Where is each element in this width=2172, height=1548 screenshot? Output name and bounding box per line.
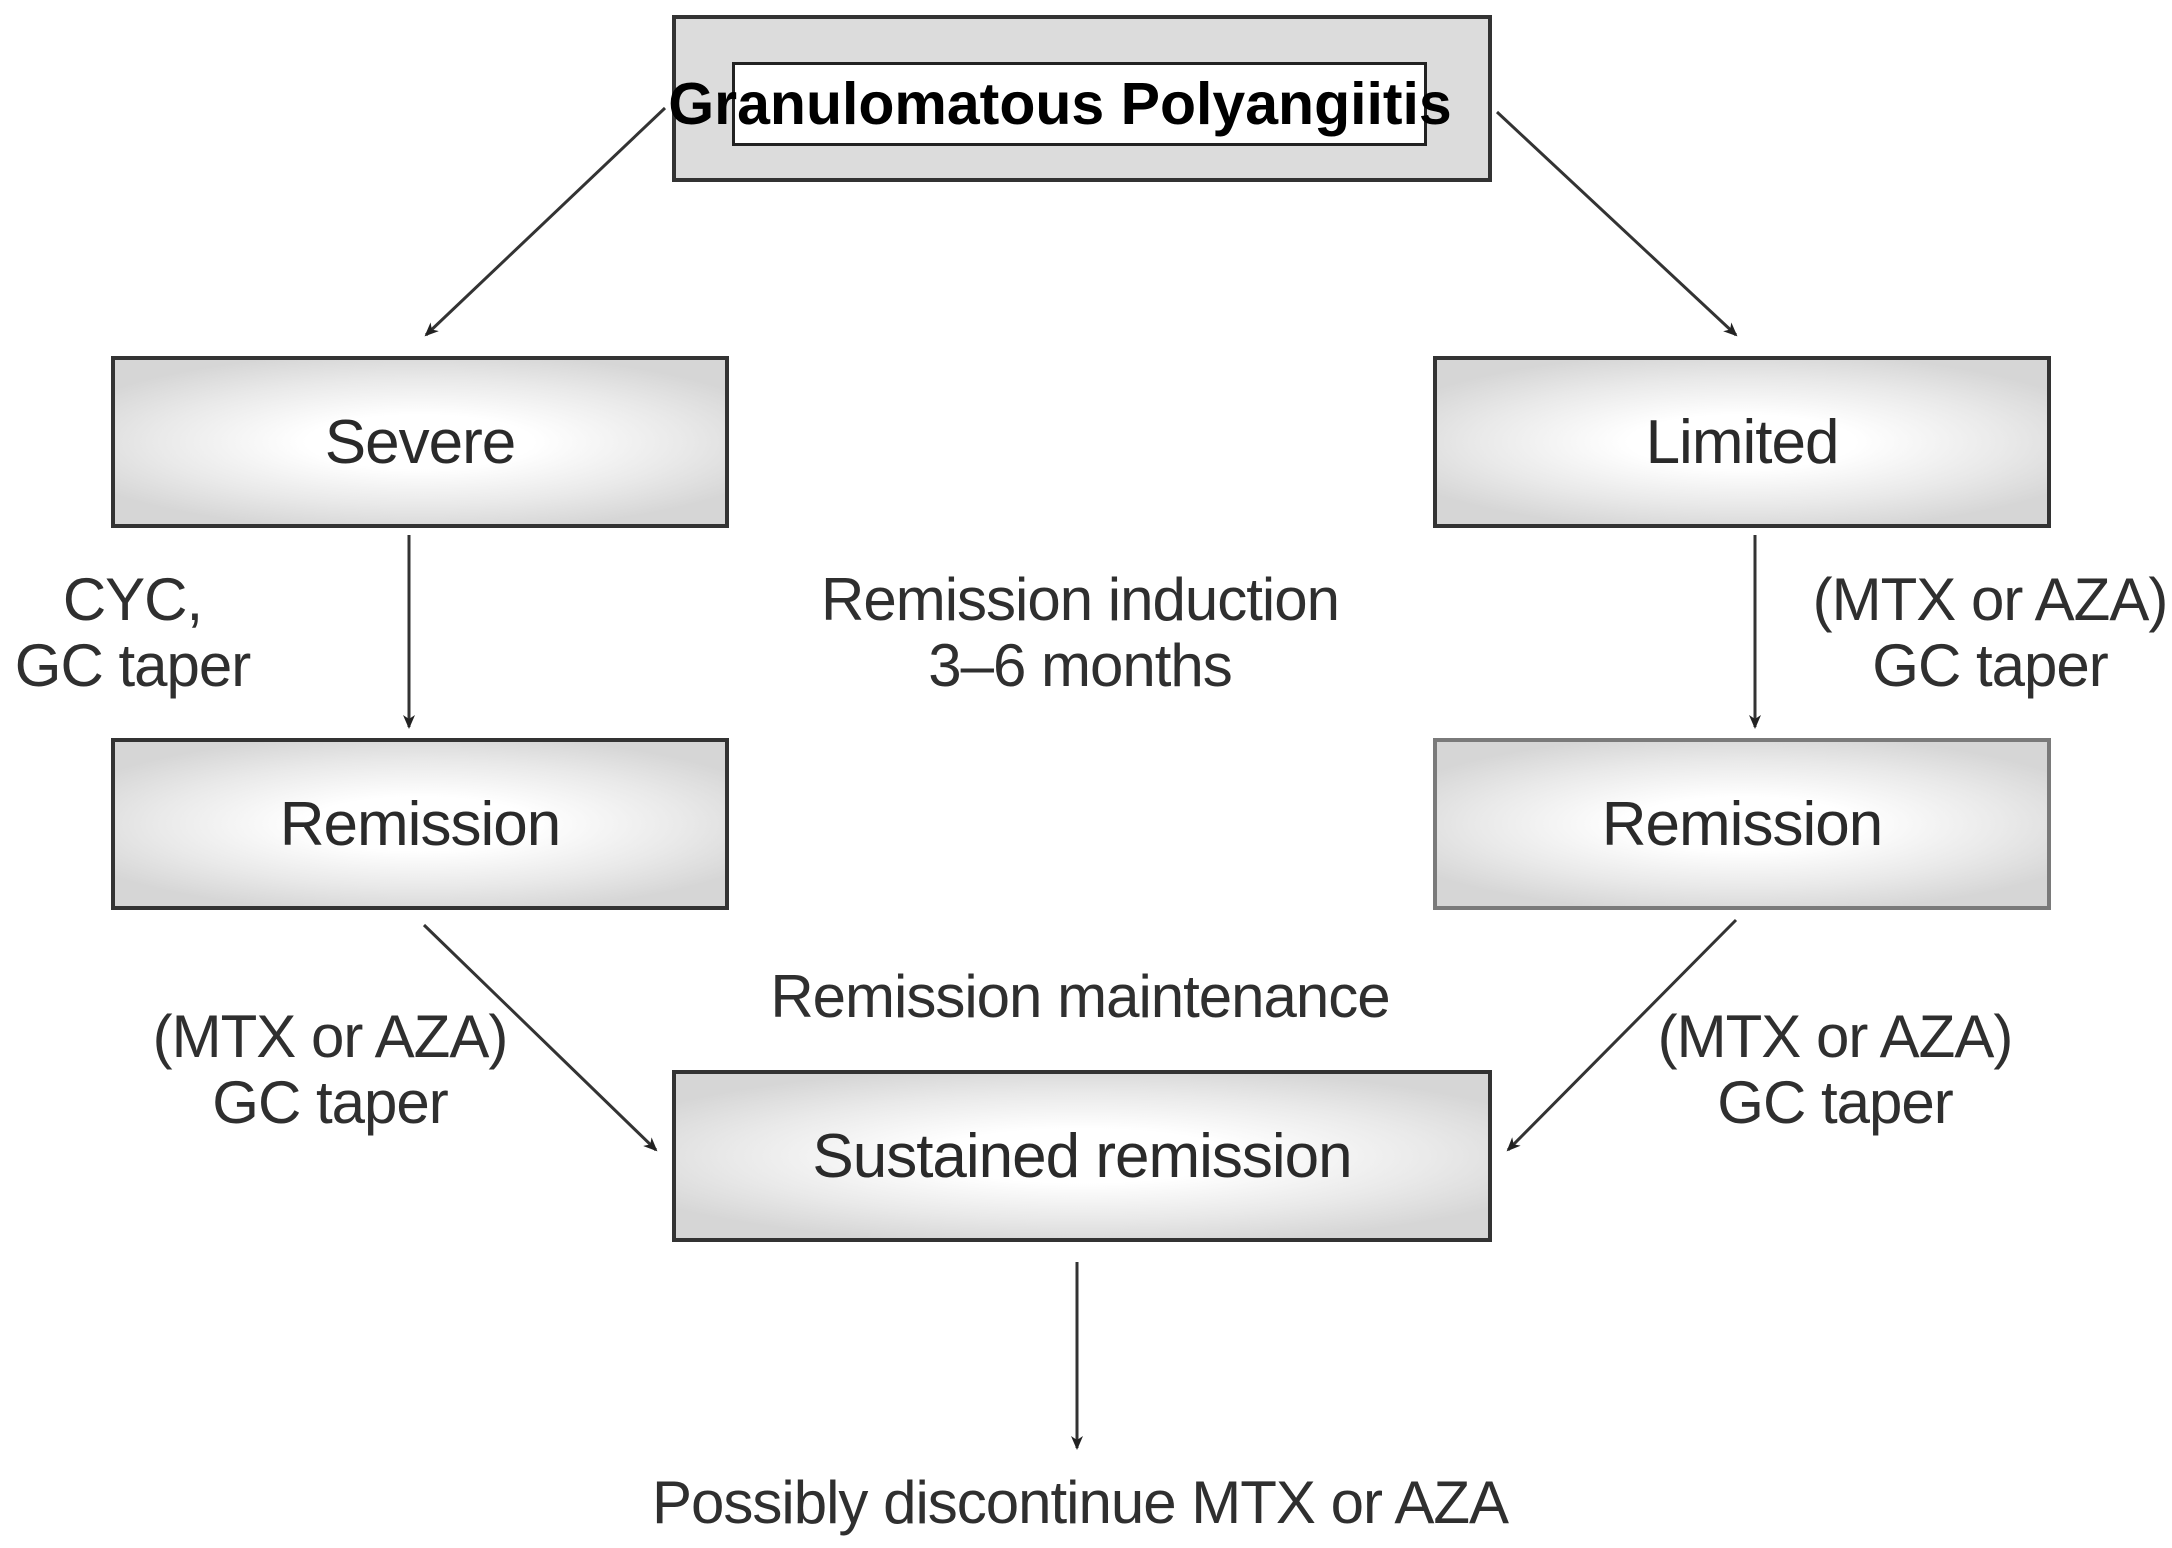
limited-therapy-note: (MTX or AZA) GC taper [1805,567,2172,699]
remission-right-label: Remission [1601,789,1883,859]
remission-left-box: Remission [111,738,729,910]
sustained-remission-label: Sustained remission [812,1121,1352,1191]
left-maintenance-line-2: GC taper [212,1069,448,1136]
arrow-title-to-limited [1495,110,1738,337]
severe-box: Severe [111,356,729,528]
title-inner-frame [732,62,1427,146]
maintenance-line: Remission maintenance [770,963,1390,1030]
remission-left-label: Remission [279,789,561,859]
remission-right-box: Remission [1433,738,2051,910]
limited-therapy-line-2: GC taper [1872,632,2108,699]
arrow-remission-right-to-sustained [1506,918,1738,1152]
arrow-title-to-severe [424,106,667,337]
severe-therapy-line-1: CYC, [62,566,203,633]
induction-line-2: 3–6 months [928,632,1233,699]
induction-note: Remission induction 3–6 months [780,567,1380,699]
diagram-title: Granulomatous Polyangiitis [668,71,1452,137]
outcome-line: Possibly discontinue MTX or AZA [651,1469,1509,1536]
severe-therapy-note: CYC, GC taper [0,567,265,699]
right-maintenance-line-2: GC taper [1717,1069,1953,1136]
induction-line-1: Remission induction [821,566,1340,633]
limited-therapy-line-1: (MTX or AZA) [1812,566,2169,633]
right-maintenance-line-1: (MTX or AZA) [1657,1003,2014,1070]
severe-label: Severe [324,407,516,477]
left-maintenance-note: (MTX or AZA) GC taper [130,1004,530,1136]
limited-box: Limited [1433,356,2051,528]
maintenance-note: Remission maintenance [730,964,1430,1030]
limited-label: Limited [1645,407,1840,477]
sustained-remission-box: Sustained remission [672,1070,1492,1242]
arrow-remission-left-to-sustained [422,923,658,1152]
outcome-note: Possibly discontinue MTX or AZA [560,1470,1600,1536]
severe-therapy-line-2: GC taper [14,632,251,699]
left-maintenance-line-1: (MTX or AZA) [152,1003,509,1070]
right-maintenance-note: (MTX or AZA) GC taper [1635,1004,2035,1136]
